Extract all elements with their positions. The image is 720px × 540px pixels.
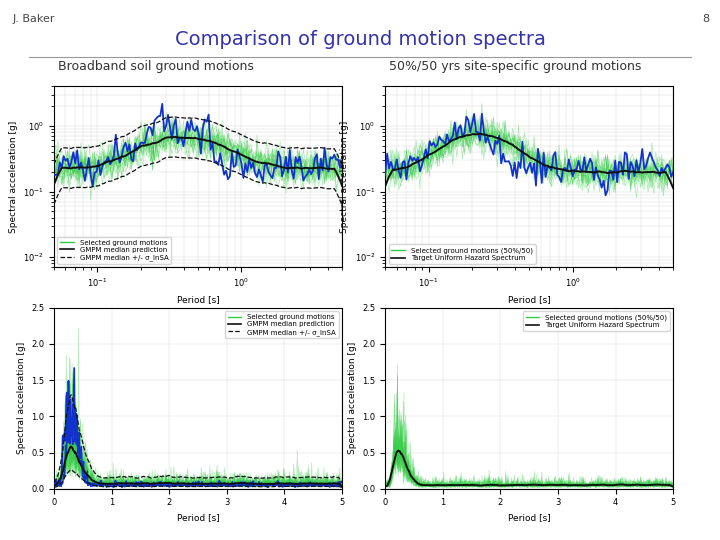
Y-axis label: Spectral acceleration [g]: Spectral acceleration [g] <box>340 121 349 233</box>
Text: J. Baker: J. Baker <box>13 14 55 24</box>
Legend: Selected ground motions, GMPM median prediction, GMPM median +/- σ_lnSA: Selected ground motions, GMPM median pre… <box>58 237 171 264</box>
X-axis label: Period [s]: Period [s] <box>508 295 551 304</box>
X-axis label: Period [s]: Period [s] <box>176 295 220 304</box>
Y-axis label: Spectral acceleration [g]: Spectral acceleration [g] <box>9 121 18 233</box>
Legend: Selected ground motions (50%/50), Target Uniform Hazard Spectrum: Selected ground motions (50%/50), Target… <box>523 311 670 330</box>
Text: 50%/50 yrs site-specific ground motions: 50%/50 yrs site-specific ground motions <box>389 60 642 73</box>
Legend: Selected ground motions (50%/50), Target Uniform Hazard Spectrum: Selected ground motions (50%/50), Target… <box>389 245 536 264</box>
X-axis label: Period [s]: Period [s] <box>176 513 220 522</box>
X-axis label: Period [s]: Period [s] <box>508 513 551 522</box>
Text: Comparison of ground motion spectra: Comparison of ground motion spectra <box>174 30 546 49</box>
Text: 8: 8 <box>702 14 709 24</box>
Y-axis label: Spectral acceleration [g]: Spectral acceleration [g] <box>17 342 26 454</box>
Text: Broadband soil ground motions: Broadband soil ground motions <box>58 60 253 73</box>
Y-axis label: Spectral acceleration [g]: Spectral acceleration [g] <box>348 342 357 454</box>
Legend: Selected ground motions, GMPM median prediction, GMPM median +/- σ_lnSA: Selected ground motions, GMPM median pre… <box>225 311 338 339</box>
